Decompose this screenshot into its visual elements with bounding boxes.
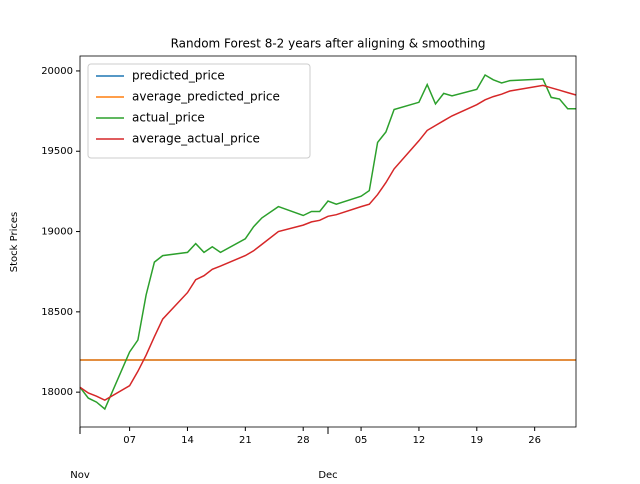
legend-label: actual_price [132,111,205,125]
x-tick-label: 26 [528,435,541,446]
chart-title: Random Forest 8-2 years after aligning &… [171,37,486,51]
x-month-label: Nov [70,470,90,480]
y-tick-label: 18500 [41,307,73,318]
y-tick-label: 19500 [41,146,73,157]
x-tick-label: 21 [239,435,252,446]
series-line [79,84,577,402]
legend-label: average_predicted_price [132,90,280,104]
x-tick-label: 07 [123,435,136,446]
x-tick-label: 14 [181,435,194,446]
legend-box [87,63,311,159]
x-tick-label: 19 [470,435,483,446]
y-tick-label: 19000 [41,227,73,238]
x-tick-label: 12 [413,435,426,446]
y-axis-label: Stock Prices [9,212,20,272]
series-line [79,73,576,411]
legend-label: average_actual_price [132,132,260,146]
y-tick-label: 18000 [41,387,73,398]
legend: predicted_price average_predicted_priceac… [87,63,311,159]
legend-label: predicted_price [132,69,225,83]
x-tick-label: 05 [355,435,368,446]
x-tick-label: 28 [297,435,310,446]
x-month-label: Dec [318,470,337,480]
y-tick-label: 20000 [41,66,73,77]
plot-frame [79,55,577,428]
